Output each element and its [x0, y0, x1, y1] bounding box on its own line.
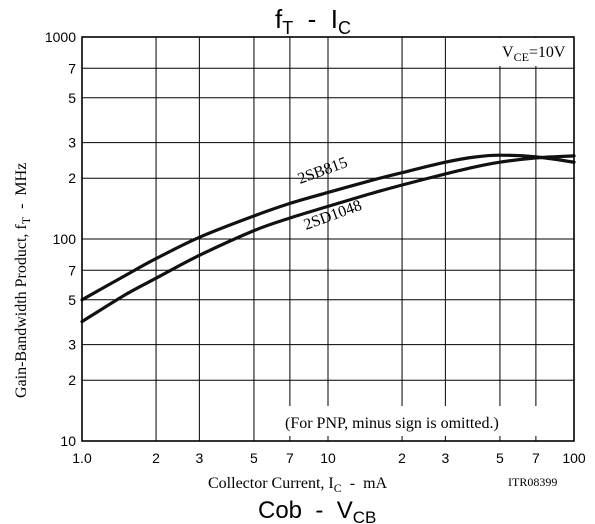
- y-tick-label: 3: [68, 135, 76, 151]
- next-section-title: Cob - VCB: [258, 497, 376, 524]
- y-tick-label: 3: [68, 337, 76, 353]
- x-tick-label: 5: [496, 450, 504, 466]
- tick-labels: 1.0 2 3 5 7 10 2 3 5 7 100 10 2 3 5 7 100 2 3 5 7 1000: [45, 29, 586, 466]
- chart-title: fT - IC: [275, 4, 351, 38]
- x-tick-label: 2: [398, 450, 406, 466]
- x-tick-label: 2: [152, 450, 160, 466]
- series-line-2sb815: [80, 153, 576, 302]
- note-text: (For PNP, minus sign is omitted.): [285, 415, 499, 432]
- plot-frame: [81, 36, 575, 442]
- x-tick-label: 1.0: [72, 450, 92, 466]
- series-line-2sd1048: [80, 154, 576, 324]
- y-tick-label: 7: [68, 60, 76, 76]
- data-curves: [80, 153, 576, 324]
- y-tick-label: 2: [68, 372, 76, 388]
- note-box: [278, 406, 572, 436]
- y-tick-label: 5: [68, 90, 76, 106]
- condition-box: [497, 38, 573, 66]
- y-tick-label: 2: [68, 170, 76, 186]
- x-tick-label: 3: [441, 450, 449, 466]
- x-tick-label: 5: [250, 450, 258, 466]
- condition-label: VCE=10V: [502, 44, 566, 64]
- x-tick-label: 10: [320, 450, 336, 466]
- grid: [81, 36, 575, 442]
- x-tick-label: 7: [286, 450, 294, 466]
- series-label-2sd1048: 2SD1048: [302, 197, 365, 234]
- y-axis-label: Gain-Bandwidth Product, fT - MHz: [13, 163, 33, 398]
- x-tick-label: 3: [195, 450, 203, 466]
- y-tick-label: 1000: [45, 29, 76, 45]
- series-label-2sb815: 2SB815: [296, 154, 350, 188]
- y-tick-label: 10: [60, 433, 76, 449]
- x-axis-label: Collector Current, IC - mA: [208, 475, 388, 495]
- x-tick-label: 100: [562, 450, 586, 466]
- y-tick-label: 5: [68, 292, 76, 308]
- y-tick-label: 100: [53, 231, 77, 247]
- y-tick-label: 7: [68, 262, 76, 278]
- figure-code: ITR08399: [508, 475, 557, 489]
- x-tick-label: 7: [532, 450, 540, 466]
